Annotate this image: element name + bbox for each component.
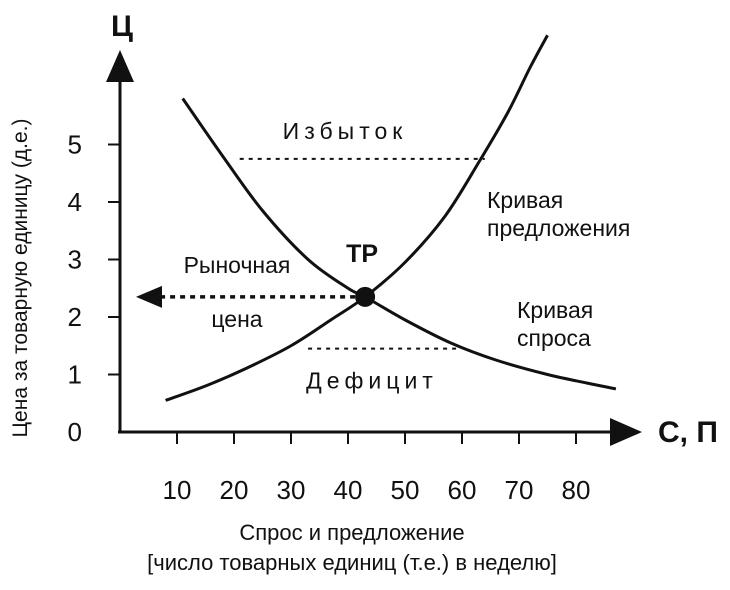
supply-curve — [165, 34, 549, 402]
demand-curve-label-line2: спроса — [517, 325, 591, 351]
x-tick-label: 40 — [334, 475, 363, 505]
x-tick-label: 70 — [505, 475, 534, 505]
x-axis-title-line2: [число товарных единиц (т.е.) в неделю] — [147, 550, 557, 575]
market-price-label-line2: цена — [211, 306, 262, 332]
supply-curve-label-line1: Кривая — [487, 187, 563, 213]
deficit-label: Дефицит — [306, 368, 438, 394]
y-tick-label: 0 — [68, 417, 82, 447]
x-tick-label: 60 — [448, 475, 477, 505]
demand-curve — [181, 97, 617, 391]
market-price-arrow — [136, 285, 162, 308]
equilibrium-point — [355, 286, 376, 307]
x-tick-label: 50 — [391, 475, 420, 505]
x-axis-letter: С, П — [658, 416, 718, 449]
y-tick-label: 4 — [68, 187, 82, 217]
guide-layer — [136, 157, 485, 350]
supply-curve-label-line2: предложения — [487, 215, 630, 241]
y-tick-label: 1 — [68, 360, 82, 390]
x-axis-title-line1: Спрос и предложение — [239, 520, 464, 545]
y-tick-label: 5 — [68, 130, 82, 160]
x-tick-label: 30 — [277, 475, 306, 505]
x-tick-label: 20 — [220, 475, 249, 505]
tick-layer: 10 20 30 40 50 60 70 80 0 1 2 3 4 5 — [68, 130, 591, 506]
y-axis-title: Цена за товарную единицу (д.е.) — [9, 119, 32, 438]
x-tick-label: 80 — [562, 475, 591, 505]
demand-curve-label-line1: Кривая — [517, 297, 593, 323]
equilibrium-label: ТР — [346, 240, 378, 268]
y-tick-label: 2 — [68, 302, 82, 332]
market-price-label-line1: Рыночная — [184, 252, 291, 278]
y-axis-arrow — [106, 50, 134, 82]
curve-layer — [165, 34, 617, 402]
surplus-label: Избыток — [283, 118, 408, 144]
y-tick-label: 3 — [68, 245, 82, 275]
y-axis-letter: Ц — [111, 10, 133, 43]
x-axis-arrow — [610, 418, 642, 446]
x-tick-label: 10 — [163, 475, 192, 505]
